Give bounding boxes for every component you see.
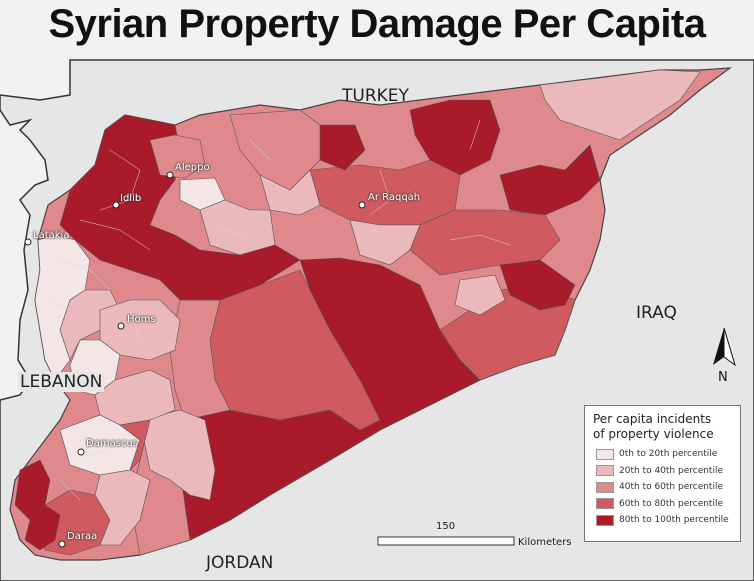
region-northeast-pale [539, 69, 701, 141]
north-label: N [718, 370, 728, 385]
city-label-latakia: Latakia [33, 230, 70, 241]
scale-bar-value: 150 [436, 521, 456, 532]
legend-label: 20th to 40th percentile [619, 465, 723, 476]
legend-swatch [596, 481, 614, 493]
city-marker-homs [117, 322, 125, 330]
district-borders [49, 119, 511, 501]
city-marker-aleppo [166, 171, 174, 179]
city-marker-daraa [58, 540, 66, 548]
city-label-daraa: Daraa [67, 531, 98, 542]
city-marker-damascus [77, 448, 85, 456]
city-markers [24, 171, 366, 548]
region-hasakah-north [409, 99, 501, 176]
north-arrow-icon [713, 327, 736, 367]
city-label-idlib: Idlib [120, 193, 142, 204]
legend-rows: 0th to 20th percentile 20th to 40th perce… [593, 446, 732, 529]
country-label-turkey: TURKEY [342, 86, 409, 106]
country-label-lebanon: LEBANON [18, 372, 105, 392]
legend-swatch [596, 465, 614, 477]
scale-bar [377, 536, 515, 546]
city-label-aleppo: Aleppo [175, 162, 210, 173]
map-title: Syrian Property Damage Per Capita [48, 2, 706, 46]
region-albukamal [499, 259, 576, 311]
legend-label: 0th to 20th percentile [619, 449, 718, 460]
city-label-homs: Homs [127, 314, 156, 325]
legend-row: 40th to 60th percentile [593, 479, 732, 496]
region-deir-east [499, 144, 601, 216]
legend-row: 60th to 80th percentile [593, 496, 732, 513]
region-daraa-dark [24, 504, 61, 551]
city-marker-latakia [24, 238, 32, 246]
country-label-iraq: IRAQ [636, 303, 677, 323]
region-central [169, 299, 231, 421]
legend-row: 80th to 100th percentile [593, 512, 732, 529]
city-label-ar-raqqah: Ar Raqqah [368, 192, 421, 203]
legend-title-line2: of property violence [593, 427, 714, 441]
city-marker-idlib [112, 201, 120, 209]
map-legend: Per capita incidents of property violenc… [584, 405, 741, 542]
city-label-damascus: Damascus [86, 438, 138, 449]
region-idlib [59, 114, 301, 301]
city-marker-ar-raqqah [358, 201, 366, 209]
legend-label: 60th to 80th percentile [619, 498, 723, 509]
legend-title-line1: Per capita incidents [593, 412, 712, 426]
region-suwayda [94, 469, 151, 546]
region-aleppo-city [149, 134, 206, 179]
legend-row: 0th to 20th percentile [593, 446, 732, 463]
legend-swatch [596, 448, 614, 460]
country-label-jordan: JORDAN [206, 553, 274, 573]
scale-bar-unit: Kilometers [518, 537, 572, 548]
region-east-pale [454, 274, 506, 316]
legend-label: 80th to 100th percentile [619, 515, 729, 526]
legend-swatch [596, 498, 614, 510]
region-aleppo-south [199, 199, 276, 256]
region-southwest-pale [139, 409, 216, 501]
legend-row: 20th to 40th percentile [593, 463, 732, 480]
region-damascus-east [119, 419, 151, 471]
legend-label: 40th to 60th percentile [619, 482, 723, 493]
legend-title: Per capita incidents of property violenc… [593, 412, 732, 442]
legend-swatch [596, 514, 614, 526]
